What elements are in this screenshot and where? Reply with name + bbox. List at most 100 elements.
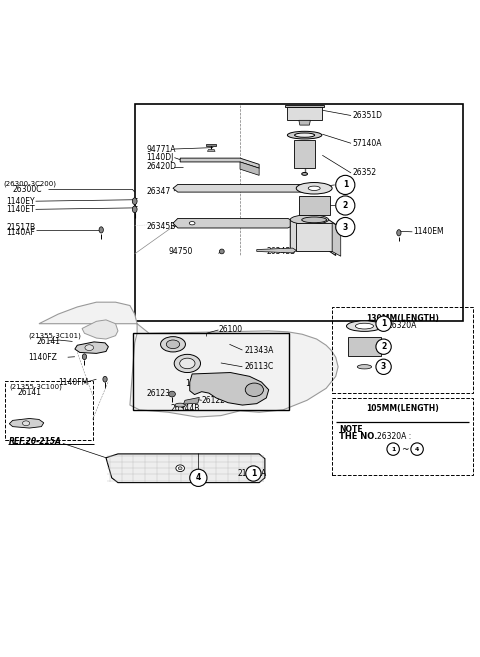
Text: 2: 2 (343, 201, 348, 210)
Ellipse shape (296, 183, 332, 194)
Circle shape (336, 175, 355, 194)
Text: 4: 4 (415, 447, 419, 451)
Text: 26351D: 26351D (352, 111, 383, 120)
Text: 4: 4 (196, 473, 201, 482)
Ellipse shape (160, 336, 185, 352)
Ellipse shape (99, 227, 103, 233)
Ellipse shape (175, 403, 185, 407)
Text: 21513A: 21513A (238, 469, 267, 478)
Text: ~: ~ (401, 445, 409, 453)
Text: 1140AF: 1140AF (6, 228, 36, 237)
Polygon shape (206, 144, 216, 146)
Ellipse shape (132, 206, 137, 213)
Text: 26123: 26123 (147, 388, 171, 397)
Text: 26100: 26100 (218, 325, 242, 334)
Text: (21355-3C101): (21355-3C101) (28, 333, 81, 340)
Text: (26300-3C200): (26300-3C200) (3, 180, 56, 187)
Ellipse shape (347, 321, 383, 331)
Polygon shape (296, 223, 332, 252)
Polygon shape (82, 320, 118, 339)
Text: 21343A: 21343A (245, 346, 274, 355)
Polygon shape (180, 158, 259, 168)
Ellipse shape (166, 340, 180, 349)
Bar (332, 307, 473, 393)
Circle shape (336, 196, 355, 215)
Text: 26141: 26141 (36, 338, 60, 346)
Text: 2: 2 (381, 342, 386, 351)
Text: 26352: 26352 (352, 168, 377, 177)
Ellipse shape (288, 131, 322, 139)
Text: THE NO.: THE NO. (339, 432, 377, 442)
Text: 26320A :: 26320A : (377, 432, 412, 442)
Ellipse shape (302, 217, 326, 223)
Text: 26343S: 26343S (266, 248, 295, 256)
Polygon shape (285, 104, 324, 107)
Ellipse shape (308, 186, 320, 191)
Text: 1140DJ: 1140DJ (147, 153, 174, 162)
Ellipse shape (295, 133, 315, 137)
Text: 130MM(LENGTH): 130MM(LENGTH) (366, 313, 439, 323)
Ellipse shape (302, 173, 308, 175)
Ellipse shape (85, 345, 94, 351)
Circle shape (246, 466, 261, 481)
Ellipse shape (132, 198, 137, 204)
Text: 1: 1 (343, 181, 348, 189)
Text: 1140FZ: 1140FZ (28, 353, 57, 362)
Circle shape (376, 359, 391, 374)
Ellipse shape (178, 467, 182, 470)
Ellipse shape (357, 365, 372, 369)
Text: 26420D: 26420D (147, 162, 177, 171)
Polygon shape (106, 454, 265, 483)
Ellipse shape (245, 383, 264, 396)
Polygon shape (9, 419, 44, 428)
Circle shape (336, 217, 355, 237)
Text: 94750: 94750 (168, 248, 192, 256)
Text: 26345B: 26345B (147, 222, 176, 231)
Text: 26122: 26122 (202, 396, 226, 405)
Text: 26300C: 26300C (12, 185, 42, 194)
Text: 94771A: 94771A (147, 145, 176, 154)
Ellipse shape (176, 465, 184, 472)
Ellipse shape (82, 354, 86, 359)
Text: 57140A: 57140A (352, 139, 382, 148)
Text: 21517B: 21517B (6, 223, 36, 231)
Text: NOTE: NOTE (339, 424, 363, 434)
Text: 26320A: 26320A (388, 321, 417, 330)
Polygon shape (257, 248, 297, 253)
Text: (21355-3C100): (21355-3C100) (9, 384, 62, 390)
Text: 1: 1 (391, 447, 396, 451)
Text: 26344B: 26344B (170, 404, 200, 413)
Text: 1140ET: 1140ET (6, 205, 35, 214)
Polygon shape (183, 397, 199, 404)
Polygon shape (290, 219, 336, 256)
Ellipse shape (290, 215, 328, 225)
Bar (5, 381, 93, 440)
Circle shape (376, 316, 391, 331)
Text: 14130: 14130 (185, 379, 209, 388)
Polygon shape (299, 120, 311, 125)
Polygon shape (39, 302, 338, 417)
Polygon shape (190, 373, 269, 405)
Bar (133, 333, 289, 410)
Text: 1: 1 (251, 469, 256, 478)
Polygon shape (240, 162, 259, 175)
Polygon shape (332, 223, 341, 256)
Ellipse shape (397, 230, 401, 236)
Ellipse shape (180, 358, 195, 369)
Polygon shape (75, 342, 108, 353)
Circle shape (387, 443, 399, 455)
Circle shape (376, 339, 391, 354)
Bar (332, 398, 473, 476)
Text: 1140EY: 1140EY (6, 196, 35, 206)
Ellipse shape (355, 323, 373, 329)
Text: 1: 1 (381, 319, 386, 328)
Polygon shape (288, 107, 322, 120)
Ellipse shape (168, 391, 175, 397)
Text: 1140EM: 1140EM (413, 227, 444, 237)
Circle shape (190, 469, 207, 486)
Polygon shape (173, 185, 312, 192)
Polygon shape (294, 141, 315, 168)
Text: 105MM(LENGTH): 105MM(LENGTH) (366, 403, 439, 413)
Circle shape (411, 443, 423, 455)
Ellipse shape (174, 354, 201, 373)
